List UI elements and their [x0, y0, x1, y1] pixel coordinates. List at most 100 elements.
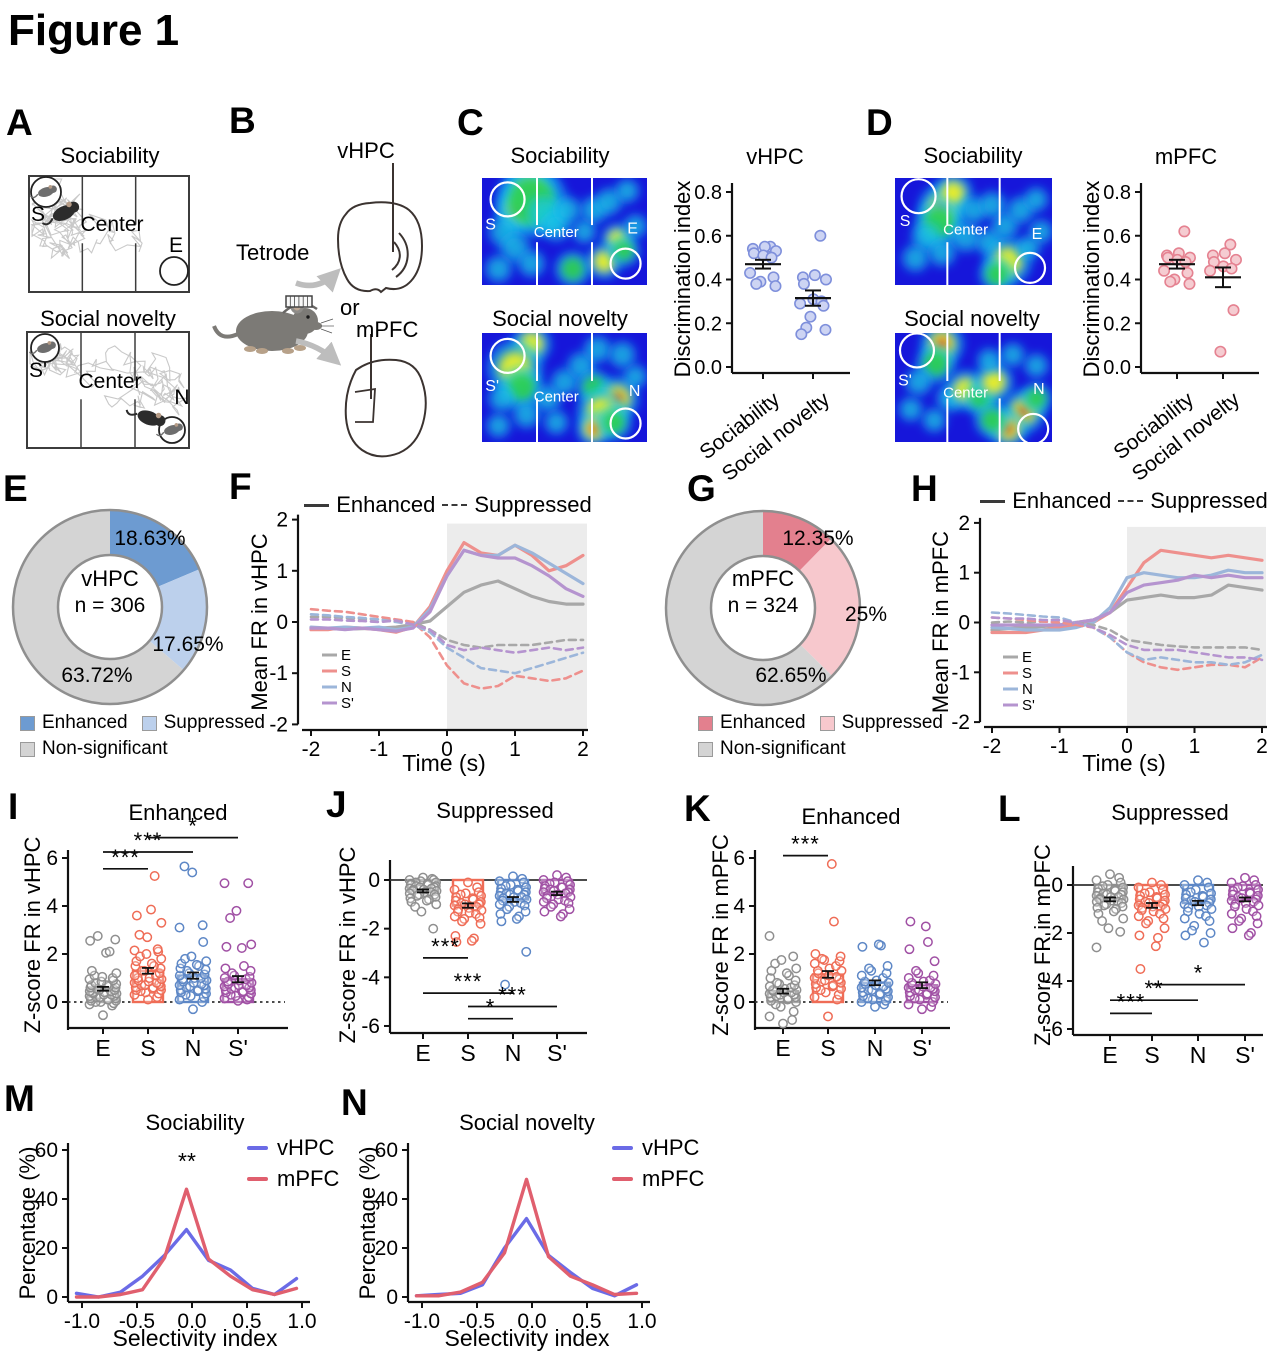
data-point: [421, 895, 432, 906]
svg-text:N: N: [341, 679, 352, 696]
c-dot-ylabel: Discrimination index: [670, 180, 695, 378]
svg-text:0.4: 0.4: [694, 270, 722, 292]
sig-label: ***: [1117, 989, 1146, 1014]
cup-circle: [159, 256, 189, 286]
svg-text:E: E: [775, 1035, 790, 1061]
svg-text:N: N: [1033, 381, 1045, 398]
panel-label-c: C: [457, 102, 484, 143]
svg-text:S: S: [140, 1035, 155, 1061]
data-point: [188, 1004, 198, 1015]
svg-text:S: S: [460, 1040, 475, 1066]
data-point: [927, 997, 938, 1007]
data-point: [186, 951, 197, 962]
dashed-line-icon: [442, 504, 468, 506]
i-ylabel: Z-score FR in vHPC: [20, 836, 45, 1034]
data-point: [85, 935, 96, 946]
svg-text:6: 6: [733, 847, 745, 870]
svg-text:N: N: [629, 383, 641, 400]
svg-text:Center: Center: [534, 224, 579, 241]
vhpc-legend-label: vHPC: [277, 1135, 335, 1160]
data-point: [819, 323, 832, 336]
stimulus-shade: [1127, 526, 1266, 727]
d-dot-title: mPFC: [1154, 144, 1218, 169]
suppressed-legend-label: Suppressed: [841, 712, 943, 733]
svg-text:2: 2: [46, 943, 58, 966]
svg-text:S: S: [31, 203, 45, 226]
data-point: [920, 921, 931, 932]
svg-text:20: 20: [35, 1237, 58, 1260]
donut-slice: [110, 510, 200, 587]
data-point: [1147, 877, 1157, 888]
donut-slice: [12, 510, 184, 704]
svg-text:1: 1: [1189, 735, 1201, 758]
nonsignificant-swatch: [20, 741, 35, 757]
data-point: [1158, 913, 1169, 924]
panel-label-a: A: [6, 102, 33, 143]
vhpc-line-icon: [247, 1146, 268, 1150]
figure-title: Figure 1: [8, 6, 180, 55]
sig-label: ***: [431, 934, 460, 959]
selectivity-histogram: 0 20 40 60 -1.0 -0.5 0.0 0.5 1.0: [35, 1139, 317, 1333]
data-point: [174, 970, 185, 981]
data-point: [787, 1015, 798, 1025]
data-point: [791, 963, 802, 974]
data-point: [764, 1011, 775, 1022]
svg-text:0.8: 0.8: [694, 182, 722, 204]
svg-text:-2: -2: [361, 918, 380, 941]
arena: S Center E: [28, 175, 190, 293]
data-point: [873, 939, 884, 950]
solid-line-icon: [980, 499, 1006, 503]
data-point: [508, 871, 518, 882]
data-point: [1115, 926, 1126, 937]
data-point: [466, 935, 477, 946]
data-point: [134, 929, 145, 940]
series-S'-solid: [990, 573, 1264, 627]
data-point: [788, 951, 799, 962]
donut-mpfc-legend-row1: Enhanced Suppressed: [698, 712, 943, 734]
mouse-icon: [28, 341, 56, 355]
data-point: [1225, 262, 1238, 275]
svg-text:0.2: 0.2: [694, 313, 722, 335]
data-point: [835, 951, 846, 962]
h-top-legend: Enhanced Suppressed: [959, 488, 1268, 514]
f-enhanced-label: Enhanced: [336, 492, 436, 517]
m-ylabel: Percentage (%): [15, 1146, 40, 1300]
svg-text:-1: -1: [269, 662, 288, 685]
panel-label-m: M: [4, 1078, 35, 1119]
data-point: [1179, 255, 1192, 268]
svg-text:0: 0: [1051, 874, 1063, 897]
heatmap-c1-title: Sociability: [510, 143, 610, 168]
svg-text:1: 1: [509, 738, 521, 761]
svg-text:E: E: [169, 234, 183, 257]
svg-text:N: N: [1190, 1042, 1207, 1068]
suppressed-swatch: [819, 715, 835, 731]
data-point: [520, 906, 531, 917]
svg-text:E: E: [1022, 649, 1032, 666]
data-point: [905, 916, 916, 927]
svg-text:2: 2: [577, 738, 589, 761]
panel-label-k: K: [684, 788, 711, 829]
data-point: [1179, 913, 1190, 924]
arrow-to-vhpc-icon: [295, 268, 341, 293]
svg-text:Center: Center: [943, 384, 988, 401]
data-point: [1214, 345, 1227, 358]
svg-text:-1: -1: [1050, 735, 1069, 758]
mouse-icon: [125, 409, 166, 427]
data-point: [917, 1004, 927, 1015]
data-point: [1243, 930, 1254, 941]
svg-text:Center: Center: [78, 370, 141, 393]
data-point: [1108, 906, 1119, 917]
mouse-eye: [306, 315, 310, 319]
svg-text:S: S: [1022, 665, 1032, 682]
svg-text:2: 2: [958, 512, 970, 535]
data-point: [511, 913, 522, 924]
donut-slice: [149, 569, 207, 671]
data-point: [156, 917, 167, 928]
svg-text:0: 0: [958, 612, 970, 635]
data-point: [1227, 923, 1238, 934]
data-point: [744, 266, 757, 279]
donut-chart: [664, 509, 862, 707]
data-point: [555, 911, 566, 922]
